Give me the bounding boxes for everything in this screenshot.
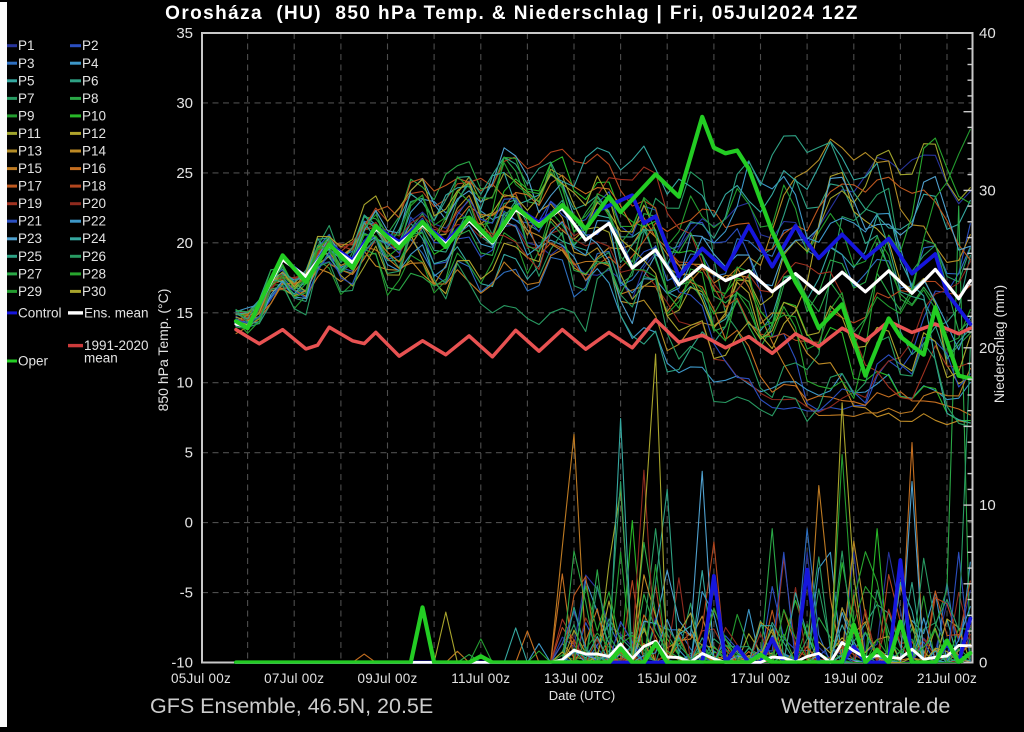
svg-text:P26: P26 — [82, 249, 106, 264]
svg-text:P7: P7 — [18, 91, 35, 106]
svg-text:P1: P1 — [18, 38, 35, 53]
svg-text:P6: P6 — [82, 73, 99, 88]
svg-text:07Jul 00z: 07Jul 00z — [264, 671, 324, 686]
svg-text:17Jul 00z: 17Jul 00z — [730, 671, 790, 686]
svg-text:P9: P9 — [18, 108, 35, 123]
svg-text:21Jul 00z: 21Jul 00z — [917, 671, 977, 686]
svg-text:13Jul 00z: 13Jul 00z — [544, 671, 604, 686]
svg-text:09Jul 00z: 09Jul 00z — [357, 671, 417, 686]
svg-text:15Jul 00z: 15Jul 00z — [637, 671, 697, 686]
svg-text:05Jul 00z: 05Jul 00z — [171, 671, 231, 686]
svg-text:-10: -10 — [171, 655, 193, 672]
svg-text:15: 15 — [176, 305, 193, 322]
svg-text:30: 30 — [979, 182, 996, 199]
svg-text:P8: P8 — [82, 91, 99, 106]
svg-text:0: 0 — [979, 655, 987, 672]
svg-text:P30: P30 — [82, 284, 106, 299]
svg-text:35: 35 — [176, 25, 193, 42]
svg-text:P10: P10 — [82, 108, 106, 123]
svg-text:P20: P20 — [82, 196, 106, 211]
svg-text:P15: P15 — [18, 161, 42, 176]
svg-text:40: 40 — [979, 25, 996, 42]
svg-text:Wetterzentrale.de: Wetterzentrale.de — [781, 694, 950, 718]
svg-text:25: 25 — [176, 165, 193, 182]
svg-text:Control: Control — [18, 305, 62, 320]
svg-text:P2: P2 — [82, 38, 99, 53]
svg-text:P5: P5 — [18, 73, 35, 88]
svg-text:P14: P14 — [82, 144, 107, 159]
svg-text:P4: P4 — [82, 56, 99, 71]
svg-text:P12: P12 — [82, 126, 106, 141]
svg-text:19Jul 00z: 19Jul 00z — [824, 671, 884, 686]
svg-text:1991-2020: 1991-2020 — [84, 338, 149, 353]
svg-text:P24: P24 — [82, 231, 107, 246]
svg-text:P3: P3 — [18, 56, 35, 71]
svg-text:5: 5 — [185, 445, 193, 462]
svg-text:P29: P29 — [18, 284, 42, 299]
svg-text:P17: P17 — [18, 179, 42, 194]
svg-text:10: 10 — [979, 497, 996, 514]
svg-text:P21: P21 — [18, 214, 42, 229]
svg-text:P11: P11 — [18, 126, 41, 141]
svg-text:30: 30 — [176, 95, 193, 112]
svg-text:mean: mean — [84, 351, 118, 366]
svg-text:10: 10 — [176, 375, 193, 392]
svg-text:P18: P18 — [82, 179, 106, 194]
svg-text:P27: P27 — [18, 266, 42, 281]
svg-text:P23: P23 — [18, 231, 42, 246]
svg-text:P22: P22 — [82, 214, 106, 229]
svg-text:-5: -5 — [180, 585, 193, 602]
svg-text:11Jul 00z: 11Jul 00z — [451, 671, 510, 686]
svg-text:P25: P25 — [18, 249, 42, 264]
svg-text:Ens. mean: Ens. mean — [84, 305, 149, 320]
svg-text:Oper: Oper — [18, 354, 49, 369]
svg-text:850 hPa Temp. (°C): 850 hPa Temp. (°C) — [155, 289, 171, 412]
svg-text:20: 20 — [979, 340, 996, 357]
svg-text:P28: P28 — [82, 266, 106, 281]
svg-text:P13: P13 — [18, 144, 42, 159]
svg-text:GFS Ensemble, 46.5N, 20.5E: GFS Ensemble, 46.5N, 20.5E — [150, 694, 433, 718]
svg-text:P19: P19 — [18, 196, 42, 211]
svg-text:20: 20 — [176, 235, 193, 252]
svg-text:0: 0 — [185, 515, 193, 532]
svg-text:P16: P16 — [82, 161, 106, 176]
svg-text:Orosháza (HU) 850 hPa Temp.: Orosháza (HU) 850 hPa Temp. & Niederschl… — [165, 3, 859, 24]
svg-text:Niederschlag (mm): Niederschlag (mm) — [991, 285, 1007, 403]
svg-text:Date (UTC): Date (UTC) — [549, 688, 615, 703]
